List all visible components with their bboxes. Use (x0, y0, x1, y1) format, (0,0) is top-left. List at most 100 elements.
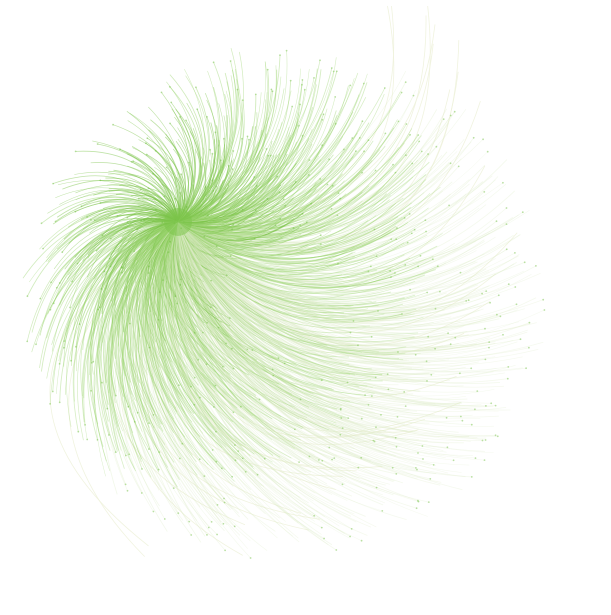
leaf-node (222, 522, 225, 525)
edge (176, 221, 353, 497)
leaf-node (198, 458, 201, 461)
edge (109, 221, 179, 469)
leaf-node (359, 137, 361, 139)
edge (177, 221, 383, 376)
leaf-node (90, 390, 92, 392)
edge (158, 221, 180, 368)
leaf-node (179, 457, 181, 460)
leaf-node (465, 300, 468, 302)
edge (176, 221, 231, 319)
edge (177, 221, 386, 504)
leaf-node (203, 235, 206, 238)
leaf-node (334, 96, 337, 98)
edge (177, 122, 370, 224)
edge (177, 221, 342, 419)
edge (159, 221, 248, 549)
edge (177, 221, 479, 311)
edge (177, 181, 297, 229)
edge (126, 110, 179, 223)
edge (177, 221, 476, 287)
leaf-node (350, 528, 353, 530)
leaf-node (502, 181, 504, 184)
leaf-node (528, 346, 530, 349)
edge (177, 221, 436, 353)
edge (177, 133, 386, 231)
leaf-node (339, 407, 342, 410)
edge (138, 221, 179, 387)
leaf-node (148, 422, 150, 425)
leaf-node (116, 215, 119, 217)
edge (177, 92, 262, 223)
edge (175, 221, 322, 460)
leaf-node (101, 381, 103, 384)
edge (177, 155, 269, 223)
edge (177, 192, 339, 234)
leaf-node (299, 224, 302, 226)
edge (157, 221, 235, 482)
leaf-node (459, 271, 462, 274)
edge (147, 221, 179, 403)
leaf-node (542, 298, 545, 301)
leaf-node (283, 362, 286, 365)
leaf-node (193, 332, 196, 334)
outlier-edge (111, 221, 246, 526)
edge (177, 221, 333, 360)
edge (158, 221, 225, 471)
edge (151, 221, 218, 506)
edge (177, 221, 473, 456)
edge (177, 127, 395, 228)
leaf-node (103, 270, 106, 273)
edge (177, 185, 281, 228)
edge (96, 221, 179, 451)
edge (175, 221, 252, 411)
edge (166, 221, 268, 475)
edge (177, 221, 486, 338)
edge (177, 122, 283, 223)
edge (177, 221, 415, 265)
edge (59, 221, 179, 364)
edge (177, 221, 485, 286)
edge (177, 186, 441, 247)
edge (177, 221, 446, 459)
leaf-node (395, 238, 398, 241)
edge (177, 221, 496, 361)
edge (177, 221, 314, 395)
edge (177, 221, 447, 419)
edge (177, 221, 517, 329)
edge (159, 221, 244, 452)
leaf-node (303, 88, 306, 91)
leaf-node (78, 323, 81, 326)
leaf-node (414, 353, 417, 356)
edge (177, 221, 437, 466)
leaf-node (141, 468, 143, 470)
leaf-node (394, 171, 397, 174)
leaf-node (454, 336, 457, 339)
edge (174, 221, 319, 460)
edge (177, 221, 487, 309)
leaf-node (215, 245, 218, 248)
leaf-node (374, 376, 377, 379)
leaf-node (58, 401, 61, 404)
edge (124, 221, 179, 428)
leaf-node (234, 459, 237, 462)
leaf-node (128, 453, 131, 456)
edge (46, 221, 179, 379)
edge (177, 166, 459, 252)
edge (177, 221, 479, 371)
edge (177, 77, 315, 223)
edge (177, 221, 496, 301)
leaf-node (167, 251, 170, 254)
edge (177, 69, 238, 223)
leaf-node (427, 501, 430, 503)
edge (177, 72, 359, 223)
edge (171, 221, 325, 539)
edge (177, 137, 475, 246)
edge (177, 221, 450, 444)
edge (177, 221, 468, 339)
edge (107, 221, 179, 427)
edge (177, 213, 410, 256)
leaf-node (179, 192, 182, 194)
leaf-node (446, 446, 449, 449)
edge (162, 221, 242, 447)
leaf-node (158, 291, 161, 294)
